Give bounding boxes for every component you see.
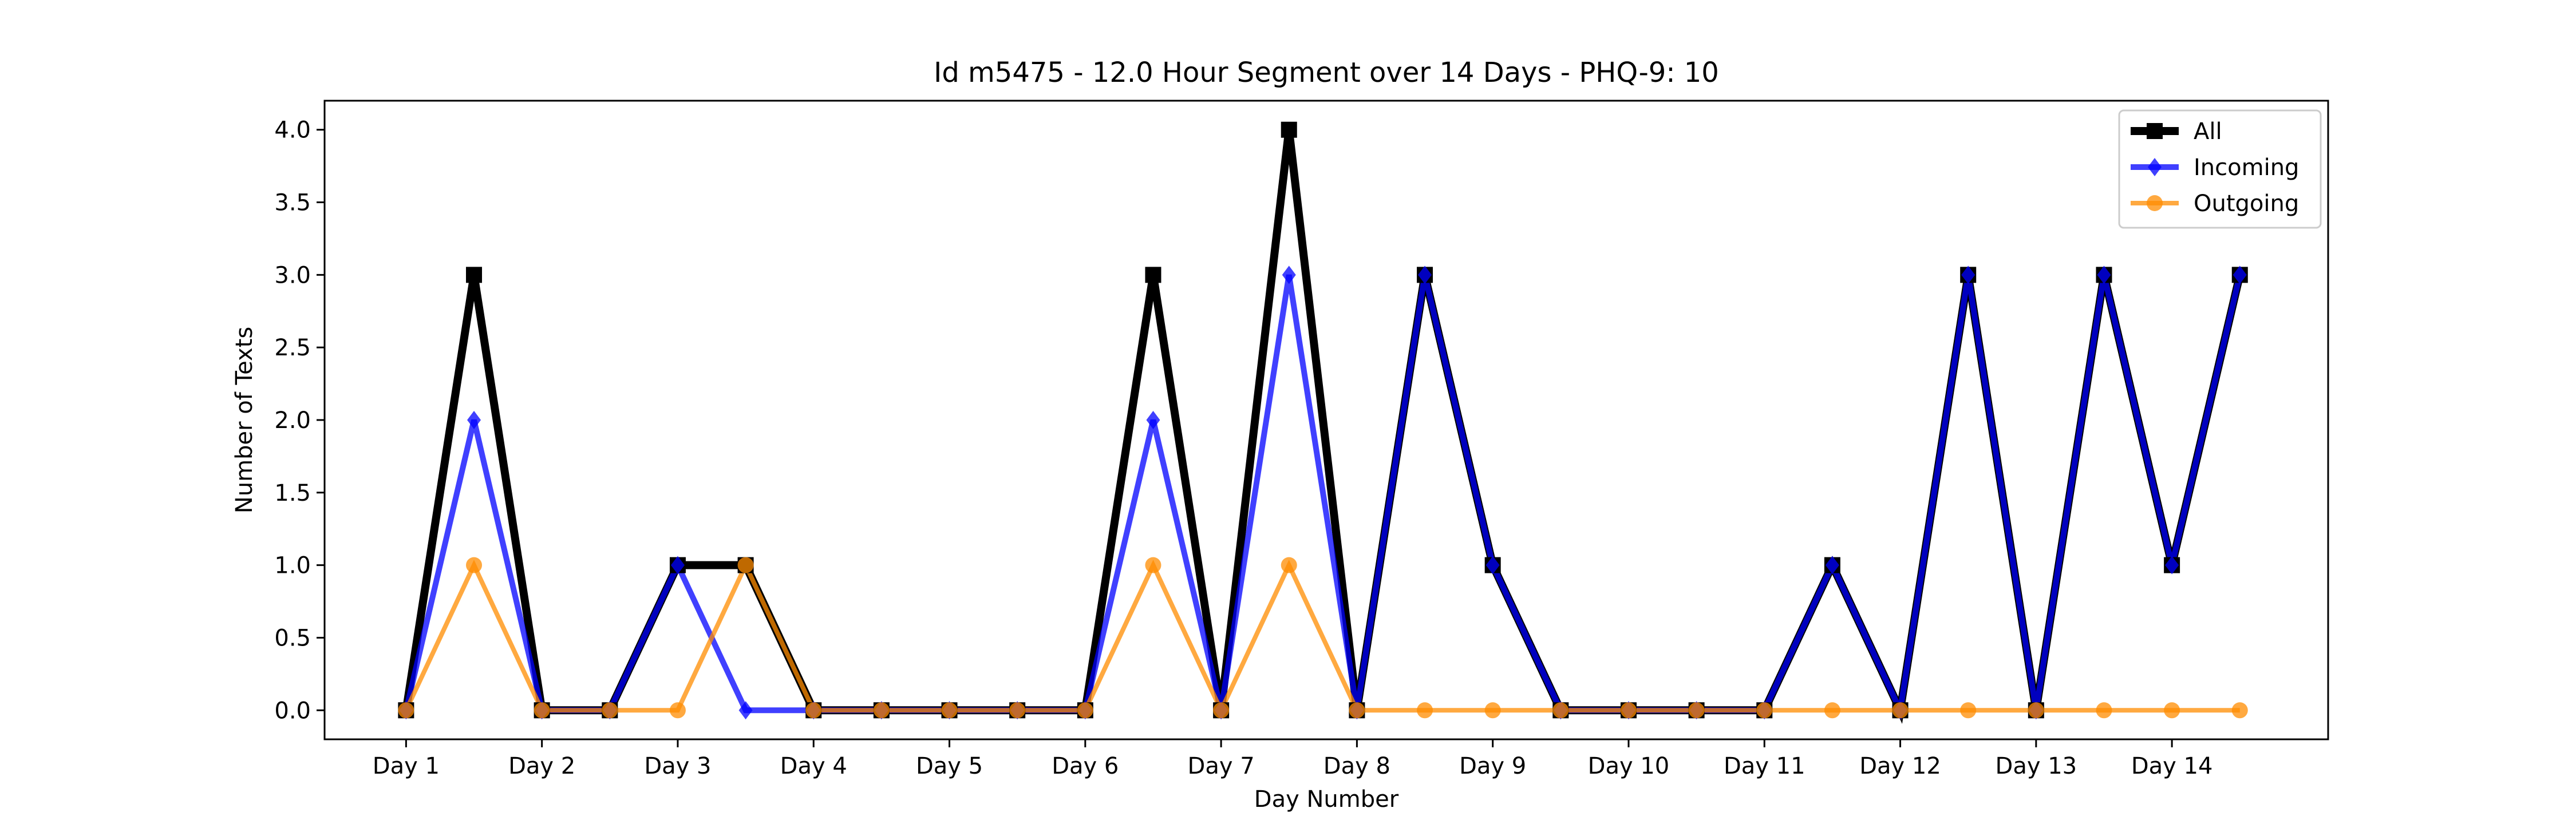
- data-point-outgoing: [1892, 702, 1909, 719]
- data-point-outgoing: [805, 702, 822, 719]
- data-point-outgoing: [2164, 702, 2180, 719]
- y-tick-label: 2.5: [274, 335, 311, 361]
- chart-title: Id m5475 - 12.0 Hour Segment over 14 Day…: [934, 57, 1719, 89]
- data-point-outgoing: [1077, 702, 1093, 719]
- legend-marker-incoming: [2148, 158, 2162, 176]
- x-tick-label: Day 2: [508, 753, 575, 779]
- data-point-outgoing: [1960, 702, 1977, 719]
- series-line-outgoing: [404, 560, 2240, 716]
- x-tick-label: Day 13: [1996, 753, 2077, 779]
- data-point-outgoing: [1009, 702, 1026, 719]
- data-point-outgoing: [1756, 702, 1773, 719]
- data-point-outgoing: [1484, 702, 1501, 719]
- data-point-outgoing: [2028, 702, 2044, 719]
- data-point-outgoing: [1620, 702, 1637, 719]
- data-point-incoming: [2097, 266, 2111, 284]
- data-point-outgoing: [602, 702, 618, 719]
- x-tick-label: Day 7: [1188, 753, 1255, 779]
- y-tick-label: 4.0: [274, 117, 311, 144]
- data-point-outgoing: [1688, 702, 1705, 719]
- data-point-outgoing: [1552, 702, 1569, 719]
- x-tick-label: Day 12: [1859, 753, 1941, 779]
- data-point-outgoing: [941, 702, 958, 719]
- data-point-outgoing: [1145, 557, 1161, 573]
- data-point-outgoing: [534, 702, 550, 719]
- data-point-outgoing: [466, 557, 483, 573]
- legend-label-outgoing: Outgoing: [2194, 191, 2299, 217]
- legend-label-all: All: [2194, 118, 2222, 145]
- y-tick-label: 0.0: [274, 698, 311, 724]
- data-point-incoming: [1418, 266, 1432, 284]
- data-point-outgoing: [669, 702, 686, 719]
- x-tick-label: Day 10: [1588, 753, 1670, 779]
- x-tick-label: Day 1: [373, 753, 440, 779]
- data-point-incoming: [2233, 266, 2247, 284]
- data-point-all: [1281, 121, 1297, 138]
- x-tick-label: Day 14: [2131, 753, 2213, 779]
- y-tick-label: 1.0: [274, 553, 311, 579]
- data-point-outgoing: [737, 557, 754, 573]
- legend-box: [2118, 109, 2322, 229]
- x-tick-label: Day 8: [1323, 753, 1390, 779]
- x-tick-label: Day 11: [1724, 753, 1805, 779]
- legend-label-incoming: Incoming: [2194, 154, 2299, 181]
- data-point-outgoing: [1417, 702, 1433, 719]
- y-tick-label: 1.5: [274, 480, 311, 506]
- y-tick-label: 3.5: [274, 190, 311, 216]
- data-point-outgoing: [2096, 702, 2112, 719]
- x-tick-label: Day 5: [916, 753, 983, 779]
- data-point-outgoing: [1281, 557, 1297, 573]
- data-point-outgoing: [398, 702, 414, 719]
- data-point-incoming: [1282, 266, 1296, 284]
- data-point-incoming: [2165, 556, 2179, 575]
- data-point-outgoing: [1349, 702, 1365, 719]
- x-tick-label: Day 9: [1459, 753, 1526, 779]
- data-point-incoming: [1146, 411, 1160, 429]
- legend-marker-all: [2147, 123, 2163, 139]
- x-axis-label: Day Number: [1254, 786, 1399, 813]
- data-point-all: [1145, 267, 1161, 283]
- plot-area: [398, 121, 2248, 724]
- y-tick-label: 3.0: [274, 262, 311, 288]
- data-point-outgoing: [2231, 702, 2248, 719]
- data-point-outgoing: [873, 702, 890, 719]
- x-tick-label: Day 4: [780, 753, 847, 779]
- y-tick-label: 0.5: [274, 625, 311, 651]
- y-axis-label: Number of Texts: [231, 327, 258, 513]
- legend: All Incoming Outgoing: [2118, 109, 2322, 229]
- data-point-outgoing: [1824, 702, 1840, 719]
- x-tick-label: Day 3: [644, 753, 711, 779]
- data-point-incoming: [467, 411, 481, 429]
- data-point-outgoing: [1213, 702, 1230, 719]
- data-point-incoming: [1825, 556, 1839, 575]
- y-tick-label: 2.0: [274, 407, 311, 434]
- data-point-incoming: [1961, 266, 1976, 284]
- axes: 0.0 0.5 1.0 1.5 2.0 2.5 3.0 3.5 4.0 Day 1 Day 2 Day…: [274, 100, 2329, 779]
- data-point-incoming: [1485, 556, 1500, 575]
- data-point-all: [466, 267, 483, 283]
- legend-marker-outgoing: [2147, 195, 2163, 211]
- x-tick-label: Day 6: [1052, 753, 1119, 779]
- data-point-incoming: [738, 701, 753, 720]
- data-point-incoming: [670, 556, 685, 575]
